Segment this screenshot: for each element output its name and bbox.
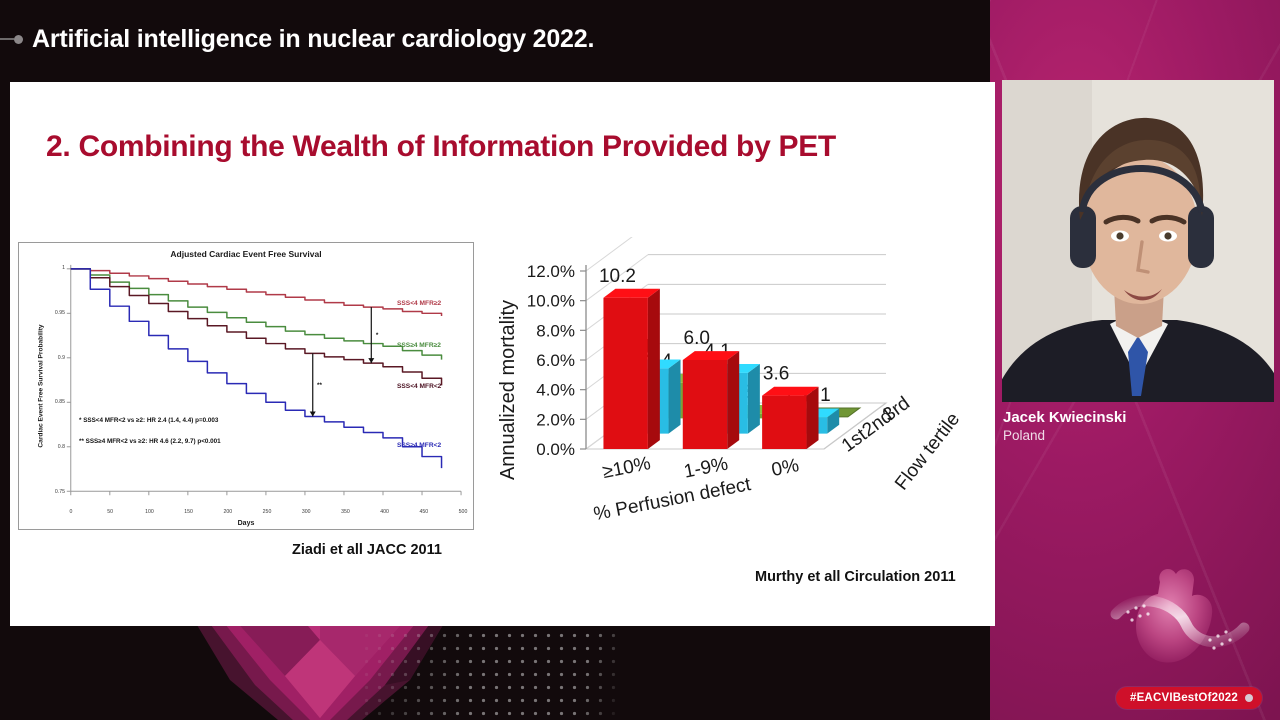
km-annotation: * SSS<4 MFR<2 vs ≥2: HR 2.4 (1.4, 4.4) p… xyxy=(79,417,219,424)
page-title: Artificial intelligence in nuclear cardi… xyxy=(32,24,595,53)
km-x-tick: 150 xyxy=(184,509,193,515)
km-y-tick: 0.85 xyxy=(54,399,65,406)
km-y-tick: 0.9 xyxy=(57,354,65,361)
bar-3d xyxy=(762,386,819,449)
hashtag-badge: #EACVIBestOf2022 xyxy=(1115,687,1262,709)
bar-category-label: 0% xyxy=(770,455,801,481)
speaker-name: Jacek Kwiecinski xyxy=(1003,409,1127,426)
citation-right: Murthy et all Circulation 2011 xyxy=(755,569,956,585)
km-series-label: SSS<4 MFR<2 xyxy=(397,383,442,391)
bar-y-tick: 0.0% xyxy=(536,440,575,459)
km-series-label: SSS≥4 MFR<2 xyxy=(397,442,442,450)
km-x-axis-label: Days xyxy=(237,520,255,527)
km-y-tick: 0.8 xyxy=(57,444,65,451)
bar-x-axis-label: % Perfusion defect xyxy=(592,474,753,525)
km-x-tick: 300 xyxy=(301,509,311,515)
km-x-tick: 50 xyxy=(107,509,114,515)
bar-y-tick: 4.0% xyxy=(536,381,575,400)
km-x-tick: 0 xyxy=(69,509,73,515)
km-x-tick: 500 xyxy=(458,509,468,515)
bar-3d xyxy=(603,288,660,449)
km-y-tick: 0.75 xyxy=(54,489,65,495)
km-x-tick: 250 xyxy=(262,509,272,515)
km-series-label: SSS≥4 MFR≥2 xyxy=(397,341,441,349)
bar-y-tick: 12.0% xyxy=(527,262,575,281)
km-annotation: ** SSS≥4 MFR<2 vs ≥2: HR 4.6 (2.2, 9.7) … xyxy=(79,438,221,445)
km-y-tick: 1 xyxy=(62,265,65,271)
bar-value-label: 3.6 xyxy=(763,364,789,385)
presentation-title-bar: Artificial intelligence in nuclear cardi… xyxy=(0,0,1005,78)
hashtag-label: #EACVIBestOf2022 xyxy=(1129,692,1238,704)
km-series-label: SSS<4 MFR≥2 xyxy=(397,299,442,307)
km-x-tick: 350 xyxy=(341,509,350,515)
km-y-tick: 0.95 xyxy=(54,309,65,316)
speaker-webcam-image xyxy=(1002,80,1274,402)
bar-y-tick: 10.0% xyxy=(527,292,575,311)
km-x-tick: 400 xyxy=(380,509,389,515)
bullet-dot-icon xyxy=(14,34,23,44)
bar-category-label: ≥10% xyxy=(601,453,653,483)
bar-y-axis-label: Annualized mortality xyxy=(497,300,519,480)
bar-value-label: 6.0 xyxy=(684,328,710,349)
speaker-info: Jacek Kwiecinski Poland xyxy=(1003,408,1275,445)
bar-y-tick: 6.0% xyxy=(536,351,575,370)
km-x-tick: 450 xyxy=(419,509,429,515)
km-plot-area xyxy=(66,264,462,496)
km-x-tick: 100 xyxy=(145,509,154,515)
bar-y-tick: 2.0% xyxy=(536,410,575,429)
bar-plot-area: 0.0%2.0%4.0%6.0%8.0%10.0%12.0%2.40.30.14… xyxy=(497,237,964,525)
bar-z-axis-label: Flow tertile xyxy=(891,409,964,494)
km-x-tick: 200 xyxy=(223,509,233,515)
km-significance-marker: * xyxy=(375,331,379,339)
kaplan-meier-chart: Adjusted Cardiac Event Free Survival Car… xyxy=(18,242,474,530)
km-chart-title: Adjusted Cardiac Event Free Survival xyxy=(170,249,322,259)
speaker-country: Poland xyxy=(1003,428,1046,443)
bullet-leader-line xyxy=(0,38,14,40)
slide-heading: 2. Combining the Wealth of Information P… xyxy=(46,130,836,163)
citation-left: Ziadi et all JACC 2011 xyxy=(292,542,442,558)
bar-y-tick: 8.0% xyxy=(536,321,575,340)
km-significance-marker: ** xyxy=(317,381,322,389)
badge-dot-icon xyxy=(1245,694,1253,702)
speaker-video-tile[interactable] xyxy=(1002,80,1274,402)
bar-value-label: 10.2 xyxy=(599,266,636,287)
bar-3d xyxy=(682,351,740,449)
slide-canvas[interactable]: 2. Combining the Wealth of Information P… xyxy=(10,82,995,626)
annualized-mortality-chart: 0.0%2.0%4.0%6.0%8.0%10.0%12.0%2.40.30.14… xyxy=(488,237,988,547)
